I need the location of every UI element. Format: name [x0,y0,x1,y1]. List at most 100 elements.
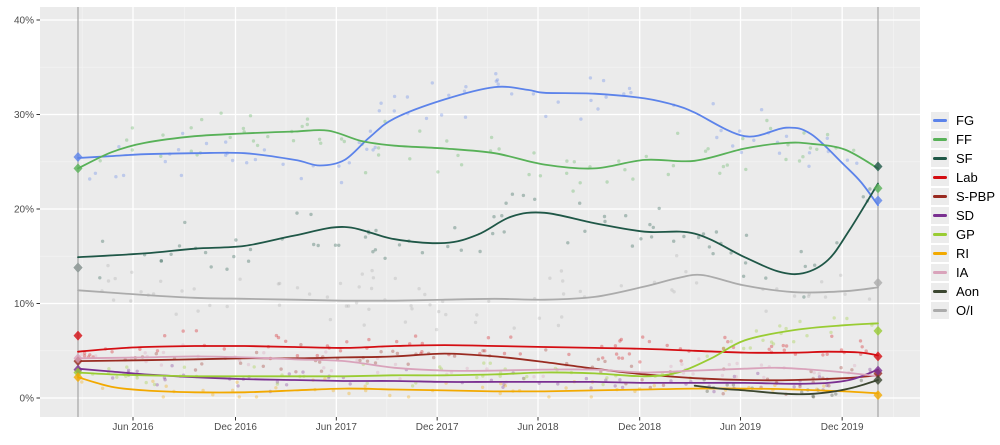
poll-point [820,280,824,284]
trend-line-O/I [77,273,879,302]
poll-point [373,145,377,150]
poll-point [115,375,119,379]
poll-point [324,350,328,354]
poll-point [459,248,463,252]
poll-point [200,117,204,122]
election-marker-FF-end [873,183,883,194]
poll-point [365,381,369,385]
poll-point [301,370,305,374]
poll-point [792,340,796,344]
scatter-Lab [82,329,868,364]
poll-point [208,303,212,308]
poll-point [348,382,352,386]
poll-point [485,367,489,371]
poll-point [784,157,788,162]
poll-point [855,161,859,165]
poll-point [406,395,411,399]
legend-label: IA [956,265,969,280]
poll-point [393,276,397,281]
poll-point [80,353,84,357]
poll-point [155,349,160,353]
poll-point [798,384,802,389]
poll-point [805,334,809,338]
poll-point [464,85,468,89]
poll-point [669,364,673,369]
poll-point [596,357,601,361]
poll-point [248,114,253,118]
legend-item-IA: IA [931,263,995,282]
poll-point [487,299,491,303]
poll-point [159,154,163,158]
legend-line-icon [933,176,947,179]
poll-point [784,134,789,138]
poll-point [725,383,729,387]
poll-point [444,312,448,317]
poll-point [672,239,676,243]
poll-point [459,163,464,167]
poll-point [624,214,628,218]
trend-line-Aon [693,379,879,396]
poll-point [338,349,343,353]
poll-point [445,139,449,143]
poll-point [720,373,725,378]
poll-point [159,279,163,283]
poll-point [731,144,735,148]
poll-point [603,219,607,224]
poll-point [231,388,235,392]
poll-point [337,164,341,168]
poll-point [410,307,414,311]
poll-point [641,335,645,339]
poll-point [344,304,349,308]
poll-point [756,371,760,376]
poll-point [769,344,774,349]
poll-point [602,214,607,219]
legend-item-RI: RI [931,244,995,263]
poll-point [369,286,374,291]
poll-point [578,201,582,205]
poll-point [279,367,283,371]
x-tick-label: Jun 2016 [112,422,154,433]
poll-point [825,352,829,356]
legend-line-icon [933,309,947,312]
poll-point [544,114,548,119]
legend-key [931,169,949,186]
poll-point [567,352,571,357]
poll-point [706,147,710,151]
legend-key [931,283,949,300]
legend-key [931,302,949,319]
poll-point [601,382,605,387]
election-marker-GP-end [873,325,883,336]
poll-point [347,391,351,396]
poll-point [835,241,839,245]
poll-point [564,386,568,390]
poll-point [222,347,226,351]
poll-point [262,148,267,152]
poll-point [521,376,526,381]
poll-point [676,131,680,135]
legend-key [931,112,949,129]
poll-point [834,392,838,396]
poll-point [420,350,424,354]
legend-line-icon [933,252,947,255]
poll-point [578,181,582,185]
legend-item-Lab: Lab [931,168,995,187]
poll-point [627,352,632,356]
poll-point [354,301,359,305]
legend-label: SD [956,208,975,223]
poll-point [823,295,828,299]
poll-point [839,348,844,352]
poll-point [368,129,373,133]
poll-point [811,394,815,398]
poll-point [509,335,513,339]
poll-point [180,289,184,293]
poll-point [163,159,167,164]
election-marker-FF-start [73,163,83,174]
legend-key [931,150,949,167]
poll-point [406,362,410,366]
poll-point [93,171,98,175]
poll-point [671,164,676,168]
poll-point [491,231,495,236]
poll-point [291,139,296,143]
poll-point [480,385,485,389]
